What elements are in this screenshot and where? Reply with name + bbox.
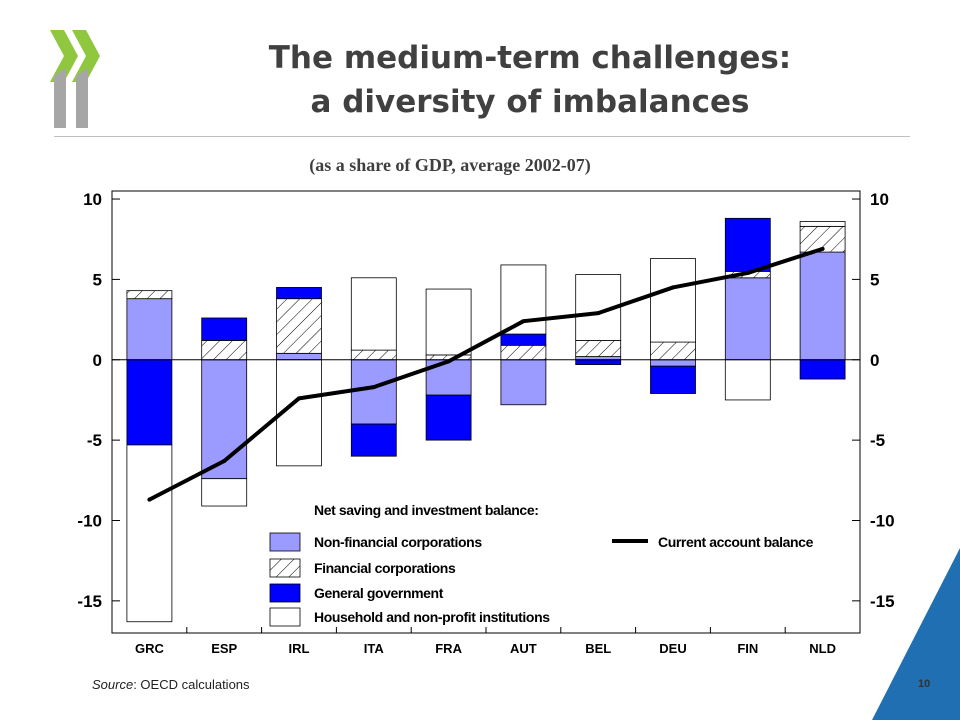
logo-green-chevron-right [72,30,100,82]
title-line-2: a diversity of imbalances [310,84,750,120]
bar-deu-nonfinancial [650,359,696,367]
current-account-point-aut [521,319,526,324]
title-divider [54,136,910,137]
y-tick-label-right: 5 [870,270,879,289]
oecd-logo [50,30,100,128]
category-label-fra: FRA [435,641,462,656]
legend-title: Net saving and investment balance: [314,502,538,518]
bar-grc-household [126,444,173,623]
y-tick-label-left: 10 [83,190,102,209]
category-label-bel: BEL [585,641,611,656]
y-tick-label-right: -10 [870,511,895,530]
bar-ita-nonfinancial [350,359,397,425]
bar-irl-nonfinancial [276,352,322,361]
category-label-esp: ESP [211,641,237,656]
bar-fra-financial [425,354,472,361]
bar-aut-government [500,333,547,346]
bar-grc-financial [126,290,173,300]
legend-label-current-account: Current account balance [658,534,814,550]
bar-ita-household [350,277,397,351]
y-tick-label-left: 0 [93,351,102,370]
bar-bel-household [575,274,622,341]
legend-swatch-nonfinancial [269,532,301,552]
bar-aut-financial [500,344,547,361]
y-tick-label-left: -10 [77,511,102,530]
source-label: Source [92,677,134,692]
current-account-point-fra [446,359,451,364]
y-tick-label-right: -5 [870,431,885,450]
bar-esp-household [201,478,248,507]
y-tick-label-left: -15 [77,592,102,611]
bar-fin-nonfinancial [724,277,771,361]
current-account-point-irl [297,396,301,401]
category-label-grc: GRC [135,641,165,656]
bar-deu-government [650,365,696,394]
bar-nld-government [799,359,846,380]
y-tick-label-right: 0 [870,351,879,370]
current-account-point-esp [222,459,227,464]
legend-label-household: Household and non-profit institutions [314,609,550,625]
chart-subtitle: (as a share of GDP, average 2002-07) [309,155,591,175]
legend-label-government: General government [314,585,444,601]
current-account-point-ita [371,385,376,390]
bar-fin-government [724,217,771,272]
source-text: : OECD calculations [133,677,250,692]
slide-title: The medium-term challenges: a diversity … [150,36,910,124]
logo-gray-bar-right [76,68,88,128]
logo-green-chevron-left [50,30,78,82]
bar-esp-government [201,317,248,341]
bar-bel-government [575,359,622,365]
bar-fra-government [425,394,472,441]
y-tick-label-left: 5 [93,270,102,289]
bar-nld-nonfinancial [799,251,846,361]
category-label-ita: ITA [364,641,385,656]
bar-nld-household [799,221,846,227]
current-account-point-deu [671,285,675,290]
legend-swatch-household [269,607,301,627]
y-tick-label-left: -5 [87,431,102,450]
bar-ita-financial [350,349,397,361]
current-account-point-grc [147,497,152,502]
current-account-point-nld [820,246,825,251]
bar-aut-household [500,264,547,335]
bar-aut-nonfinancial [500,359,547,406]
bar-fra-household [425,288,472,356]
bar-esp-financial [201,340,248,361]
y-tick-label-right: -15 [870,592,895,611]
category-label-nld: NLD [809,641,836,656]
legend-swatch-government [269,583,301,603]
bar-deu-household [650,258,696,343]
legend-label-nonfinancial: Non-financial corporations [314,534,482,550]
category-label-irl: IRL [289,641,310,656]
legend-label-financial: Financial corporations [314,560,456,576]
logo-gray-bar-left [54,68,66,128]
bar-irl-financial [276,298,322,354]
category-label-aut: AUT [510,641,537,656]
source-note: Source: OECD calculations [92,677,250,692]
bar-grc-nonfinancial [126,298,173,361]
legend-swatch-financial [269,558,301,578]
current-account-line [148,246,824,502]
title-line-1: The medium-term challenges: [268,40,792,76]
bar-irl-government [276,287,322,300]
bar-fin-household [724,359,771,401]
bar-bel-financial [575,340,622,357]
category-label-fin: FIN [737,641,758,656]
page-number: 10 [918,678,931,690]
current-account-point-bel [596,311,601,316]
current-account-point-fin [745,270,750,275]
bar-ita-government [350,423,397,457]
bar-deu-financial [650,341,696,361]
category-label-deu: DEU [659,641,686,656]
bar-grc-government [126,359,173,446]
y-tick-label-right: 10 [870,190,889,209]
